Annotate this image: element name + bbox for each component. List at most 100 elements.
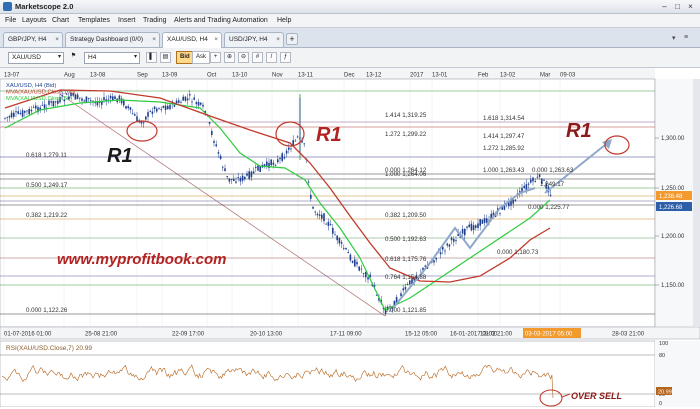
candle-body [219, 155, 222, 159]
candle-body [468, 224, 470, 228]
zoom-in-icon[interactable]: ⊕ [224, 52, 235, 63]
candle-body [512, 199, 514, 204]
candle-body [365, 272, 367, 278]
top-date-label: 13-01 [432, 73, 448, 79]
candle-body [202, 104, 204, 107]
candle-body [334, 234, 336, 236]
bottom-date-label: 28-03 21:00 [612, 332, 645, 338]
menu-templates[interactable]: Templates [78, 17, 110, 24]
candle-body [464, 228, 466, 236]
flag-icon[interactable]: ⚑ [70, 53, 77, 59]
candle-body [65, 93, 68, 95]
tab-gbpjpy[interactable]: GBP/JPY, H4 × [3, 32, 63, 47]
menu-chart[interactable]: Chart [52, 17, 70, 24]
candle-body [61, 95, 63, 97]
indicator-icon[interactable]: ƒ [280, 52, 291, 63]
top-date-label: 13-07 [4, 73, 20, 79]
maximize-icon[interactable]: □ [675, 2, 680, 11]
price-chart[interactable]: 13-07 Aug 13-08 Sep 13-09 Oct 13-10 Nov 13-11 Dec… [0, 68, 700, 408]
candle-body [189, 94, 191, 96]
tab-label: Strategy Dashboard (0/0) [70, 36, 143, 43]
zoom-out-icon[interactable]: ⊖ [238, 52, 249, 63]
menu-insert[interactable]: Insert [118, 17, 136, 24]
chart-area[interactable]: 13-07 Aug 13-08 Sep 13-09 Oct 13-10 Nov 13-11 Dec… [0, 68, 700, 408]
candle-body [41, 104, 44, 106]
candle-body [153, 106, 156, 110]
candle-body [167, 105, 169, 110]
candle-body [162, 105, 165, 108]
fib-label-mid: 1.414 1,319.25 [385, 112, 427, 119]
ask-button[interactable]: Ask [192, 51, 211, 64]
candle-body [435, 257, 437, 260]
candle-body [57, 100, 59, 104]
tab-usdjpy[interactable]: USD/JPY, H4 × [224, 32, 284, 47]
candle-body [549, 194, 552, 196]
candle-body [288, 147, 290, 150]
candle-body [492, 212, 495, 217]
candle-body [54, 101, 57, 103]
candle-body [200, 102, 202, 105]
minimize-icon[interactable]: – [662, 2, 667, 11]
draw-line-icon[interactable]: / [266, 52, 277, 63]
menu-layouts[interactable]: Layouts [22, 17, 47, 24]
candle-body [211, 130, 213, 135]
menu-help[interactable]: Help [277, 17, 292, 24]
close-tab-icon[interactable]: × [152, 36, 156, 43]
candle-body [433, 260, 435, 263]
y-tick-label: 1,300.00 [661, 136, 685, 142]
candle-body [490, 213, 492, 220]
candle-body [140, 121, 143, 124]
tab-menu-icon[interactable]: ≡ [684, 34, 689, 41]
tab-list-icon[interactable]: ▾ [672, 35, 676, 42]
close-tab-icon[interactable]: × [214, 36, 218, 43]
tab-strategy-dashboard[interactable]: Strategy Dashboard (0/0) × [65, 32, 160, 47]
close-tab-icon[interactable]: × [55, 36, 59, 43]
crosshair-icon[interactable]: + [210, 52, 221, 63]
candle-body [169, 104, 171, 110]
candle-body [164, 105, 167, 110]
candle-body [4, 117, 6, 119]
fib-label-left: 0.500 1,249.17 [26, 182, 68, 189]
candle-body [292, 140, 294, 147]
candle-body [35, 105, 37, 109]
candle-body [92, 100, 94, 102]
chevron-down-icon: ▾ [133, 54, 137, 60]
candle-body [39, 107, 41, 111]
candle-body [90, 100, 92, 101]
candle-type-icon[interactable]: ▌ [146, 52, 157, 63]
candle-body [338, 238, 341, 244]
candle-body [103, 97, 105, 101]
top-date-label: 13-08 [90, 73, 106, 79]
candle-body [290, 148, 292, 150]
candle-body [382, 307, 385, 310]
chart-settings-icon[interactable]: ▤ [160, 52, 171, 63]
menu-trading[interactable]: Trading [143, 17, 167, 24]
candle-body [59, 97, 61, 103]
candle-body [250, 171, 253, 178]
candle-body [281, 153, 283, 161]
candle-body [545, 183, 547, 189]
candle-body [235, 181, 237, 183]
close-tab-icon[interactable]: × [276, 36, 280, 43]
candle-body [481, 219, 484, 224]
y-tick-label: 1,150.00 [661, 283, 685, 289]
candle-body [501, 206, 503, 210]
menu-file[interactable]: File [5, 17, 17, 24]
tab-xauusd[interactable]: XAU/USD, H4 × [162, 32, 222, 48]
add-tab-button[interactable]: + [286, 33, 298, 45]
fib-label-right: 1.000 1,263.43 [483, 167, 525, 174]
symbol-select[interactable]: XAU/USD ▾ [8, 52, 64, 64]
candle-body [52, 100, 55, 107]
candle-body [21, 110, 24, 117]
grid-icon[interactable]: # [252, 52, 263, 63]
candle-body [266, 161, 268, 166]
timeframe-select[interactable]: H4 ▾ [84, 52, 140, 64]
bottom-date-label: 03-03-2017 05:00 [525, 332, 573, 338]
close-icon[interactable]: × [688, 2, 693, 11]
tab-label: GBP/JPY, H4 [8, 36, 47, 43]
candle-body [24, 110, 26, 113]
menu-alerts[interactable]: Alerts and Trading Automation [174, 17, 268, 24]
candle-body [541, 178, 543, 185]
candle-body [30, 109, 33, 112]
candle-body [277, 159, 279, 163]
